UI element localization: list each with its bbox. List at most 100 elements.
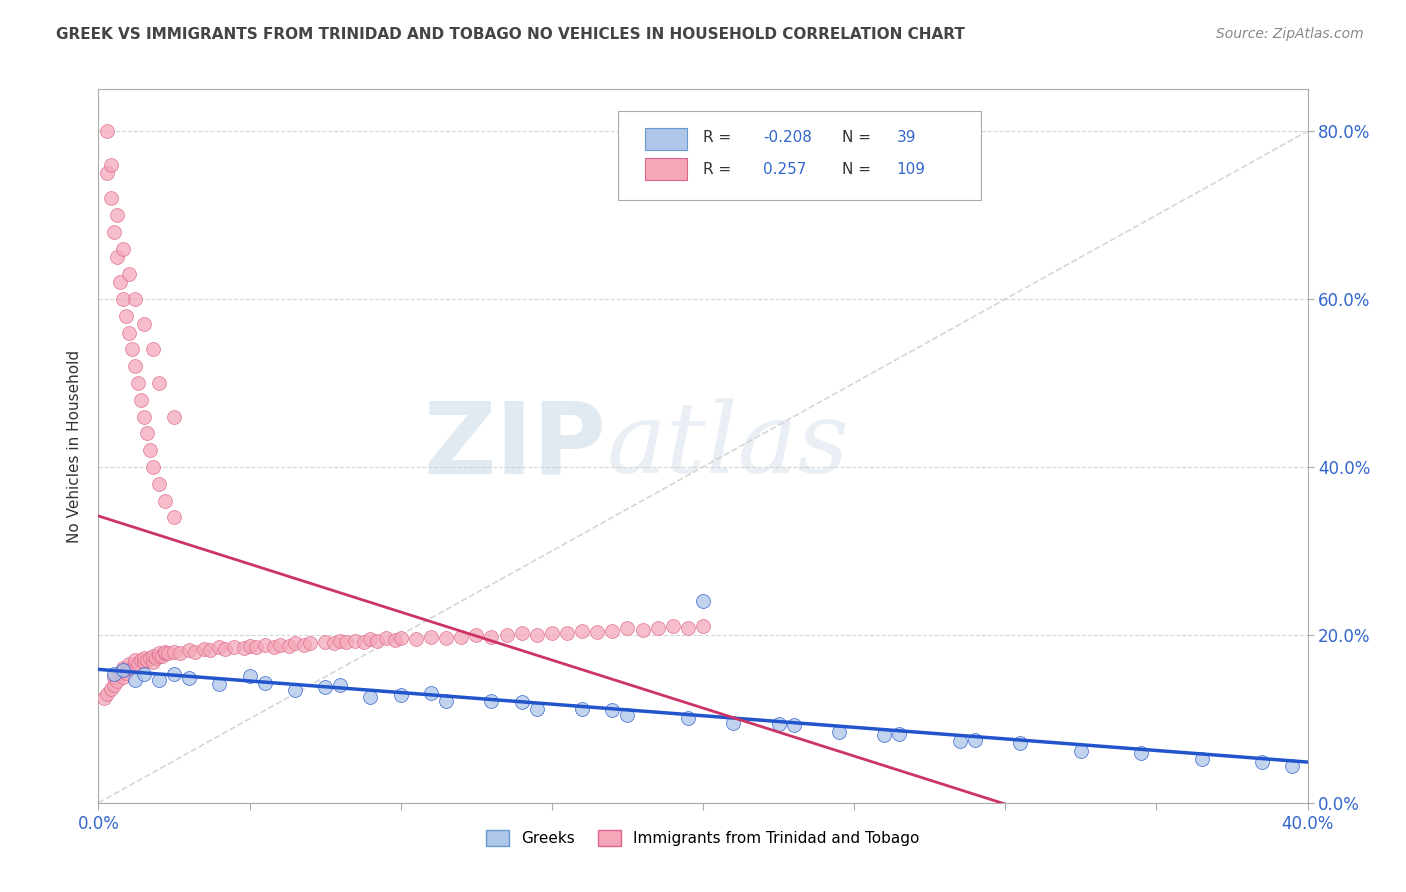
- Point: [314, 634, 336, 648]
- Point: [481, 694, 503, 708]
- Point: [150, 648, 173, 663]
- Point: [586, 625, 609, 640]
- Legend: Greeks, Immigrants from Trinidad and Tobago: Greeks, Immigrants from Trinidad and Tob…: [481, 824, 925, 852]
- Point: [495, 628, 517, 642]
- Point: [828, 725, 851, 739]
- Point: [269, 638, 291, 652]
- Point: [93, 690, 115, 705]
- Point: [965, 733, 987, 747]
- Text: -0.208: -0.208: [763, 129, 813, 145]
- Point: [389, 688, 412, 702]
- Point: [148, 476, 170, 491]
- Point: [193, 642, 215, 657]
- Point: [179, 643, 201, 657]
- Point: [344, 633, 367, 648]
- Text: R =: R =: [703, 161, 737, 177]
- Point: [208, 677, 231, 691]
- Point: [111, 242, 134, 256]
- Point: [142, 343, 165, 357]
- Point: [103, 666, 125, 681]
- Text: 109: 109: [897, 161, 925, 177]
- Point: [103, 678, 125, 692]
- Point: [1251, 756, 1274, 770]
- Point: [1191, 752, 1213, 766]
- Point: [1281, 759, 1303, 773]
- Point: [135, 653, 157, 667]
- Point: [145, 651, 167, 665]
- Point: [111, 661, 134, 675]
- Point: [208, 640, 231, 655]
- Point: [105, 208, 128, 222]
- Point: [124, 292, 146, 306]
- Y-axis label: No Vehicles in Household: No Vehicles in Household: [67, 350, 83, 542]
- Point: [292, 638, 315, 652]
- Point: [540, 626, 562, 640]
- Point: [200, 643, 222, 657]
- Point: [676, 711, 699, 725]
- Point: [245, 640, 267, 655]
- Point: [105, 250, 128, 264]
- Point: [723, 715, 745, 730]
- Point: [224, 640, 246, 655]
- Point: [602, 703, 624, 717]
- Point: [118, 661, 141, 675]
- Point: [129, 653, 152, 667]
- Point: [148, 646, 170, 660]
- Point: [163, 667, 186, 681]
- Point: [184, 645, 207, 659]
- Point: [142, 655, 165, 669]
- Point: [510, 695, 533, 709]
- Point: [526, 702, 548, 716]
- Point: [114, 309, 136, 323]
- Point: [768, 717, 790, 731]
- Point: [239, 669, 262, 683]
- Point: [132, 666, 155, 681]
- Point: [1010, 736, 1032, 750]
- Point: [284, 683, 307, 698]
- Point: [153, 646, 176, 660]
- Point: [889, 727, 911, 741]
- Point: [132, 651, 155, 665]
- Point: [360, 632, 382, 646]
- Point: [114, 665, 136, 680]
- Point: [156, 646, 179, 660]
- Point: [169, 646, 191, 660]
- Point: [329, 678, 352, 692]
- Point: [314, 680, 336, 694]
- Text: 0.257: 0.257: [763, 161, 807, 177]
- Point: [96, 687, 118, 701]
- Point: [129, 392, 152, 407]
- Point: [153, 493, 176, 508]
- Point: [366, 633, 388, 648]
- Point: [132, 655, 155, 669]
- Text: R =: R =: [703, 129, 737, 145]
- Point: [384, 632, 406, 647]
- Point: [124, 359, 146, 374]
- Point: [526, 628, 548, 642]
- Point: [124, 653, 146, 667]
- Point: [389, 632, 412, 646]
- Text: Source: ZipAtlas.com: Source: ZipAtlas.com: [1216, 27, 1364, 41]
- Text: N =: N =: [842, 161, 876, 177]
- Point: [127, 376, 149, 390]
- Point: [510, 626, 533, 640]
- Point: [374, 632, 396, 646]
- Point: [420, 630, 443, 644]
- Point: [481, 630, 503, 644]
- Point: [360, 690, 382, 705]
- Point: [692, 619, 714, 633]
- Point: [142, 460, 165, 475]
- Point: [420, 686, 443, 700]
- Point: [692, 594, 714, 608]
- Point: [118, 326, 141, 340]
- Point: [647, 621, 669, 635]
- Point: [139, 443, 162, 458]
- Point: [299, 636, 322, 650]
- Point: [111, 670, 134, 684]
- Point: [405, 632, 427, 646]
- Point: [631, 623, 654, 637]
- Point: [1130, 746, 1153, 760]
- Point: [602, 624, 624, 638]
- Point: [239, 639, 262, 653]
- Text: 39: 39: [897, 129, 915, 145]
